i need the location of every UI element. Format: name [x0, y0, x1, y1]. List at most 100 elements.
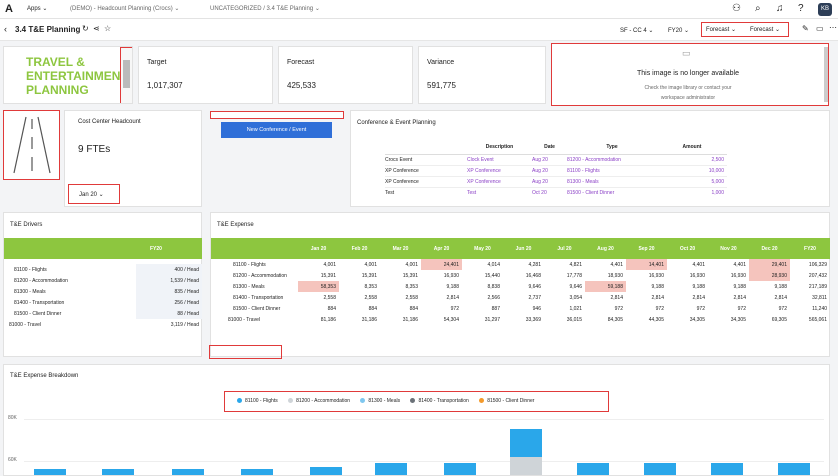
expense-cell[interactable]: 15,391	[361, 272, 377, 279]
expense-cell[interactable]: 884	[327, 305, 336, 312]
expense-cell[interactable]: 44,305	[648, 316, 664, 323]
expense-cell[interactable]: 16,930	[648, 272, 664, 279]
expense-cell[interactable]: 16,468	[525, 272, 541, 279]
expense-cell[interactable]: 2,558	[323, 294, 336, 301]
expense-cell[interactable]: 16,930	[730, 272, 746, 279]
expense-cell[interactable]: 972	[737, 305, 746, 312]
expense-cell[interactable]: 4,821	[569, 261, 582, 268]
expense-cell[interactable]: 14,401	[626, 259, 667, 270]
share-icon[interactable]: ⋖	[93, 24, 100, 33]
expense-cell[interactable]: 34,305	[730, 316, 746, 323]
expense-cell[interactable]: 69,305	[771, 316, 787, 323]
expense-cell[interactable]: 2,814	[774, 294, 787, 301]
expense-cell[interactable]: 4,401	[733, 261, 746, 268]
expense-cell[interactable]: 9,188	[692, 283, 705, 290]
expense-cell[interactable]: 18,930	[607, 272, 623, 279]
expense-cell[interactable]: 4,001	[364, 261, 377, 268]
apps-menu[interactable]: Apps ⌄	[27, 6, 48, 12]
chart-bar[interactable]	[644, 463, 676, 475]
expense-cell[interactable]: 28,930	[749, 270, 790, 281]
expense-cell[interactable]: 8,838	[487, 283, 500, 290]
expense-cell[interactable]: 884	[368, 305, 377, 312]
expense-cell[interactable]: 16,930	[689, 272, 705, 279]
expense-cell[interactable]: 4,401	[692, 261, 705, 268]
expense-cell[interactable]: 4,014	[487, 261, 500, 268]
expense-cell[interactable]: 34,305	[689, 316, 705, 323]
breadcrumb-page[interactable]: UNCATEGORIZED / 3.4 T&E Planning ⌄	[210, 6, 320, 12]
expense-cell[interactable]: 972	[450, 305, 459, 312]
expense-cell[interactable]: 32,811	[812, 294, 827, 301]
expense-cell[interactable]: 565,061	[808, 316, 827, 323]
expense-cell[interactable]: 8,353	[405, 283, 418, 290]
legend-item-transportation[interactable]: 81400 - Transportation	[410, 398, 469, 404]
expense-cell[interactable]: 2,814	[733, 294, 746, 301]
expense-cell[interactable]: 4,001	[405, 261, 418, 268]
legend-item-meals[interactable]: 81300 - Meals	[360, 398, 400, 404]
headcount-period-select[interactable]: Jan 20 ⌄	[68, 184, 120, 204]
chart-bar[interactable]	[510, 457, 542, 475]
expense-cell[interactable]: 2,814	[446, 294, 459, 301]
chart-bar[interactable]	[711, 463, 743, 475]
filter-version-1[interactable]: Forecast ⌄	[706, 27, 737, 33]
scrollbar-thumb[interactable]	[123, 60, 130, 88]
expense-cell[interactable]: 2,814	[610, 294, 623, 301]
expense-cell[interactable]: 972	[614, 305, 623, 312]
title-card-scrollbar[interactable]	[120, 47, 132, 103]
filter-version-2[interactable]: Forecast ⌄	[750, 27, 781, 33]
expense-cell[interactable]: 207,432	[808, 272, 827, 279]
expense-cell[interactable]: 972	[778, 305, 787, 312]
expense-cell[interactable]: 884	[409, 305, 418, 312]
chart-bar[interactable]	[172, 469, 204, 475]
chart-bar[interactable]	[241, 469, 273, 475]
more-icon[interactable]: ⋯	[829, 23, 837, 32]
breadcrumb-model[interactable]: (DEMO) - Headcount Planning (Crocs) ⌄	[70, 6, 180, 12]
expense-cell[interactable]: 36,015	[566, 316, 582, 323]
expense-cell[interactable]: 16,930	[443, 272, 459, 279]
expense-cell[interactable]: 11,240	[812, 305, 827, 312]
expense-cell[interactable]: 217,189	[808, 283, 827, 290]
filter-cost-center[interactable]: SF - CC 4 ⌄	[620, 28, 654, 34]
expense-cell[interactable]: 946	[532, 305, 541, 312]
help-icon[interactable]: ?	[798, 3, 804, 14]
expense-cell[interactable]: 4,401	[610, 261, 623, 268]
expense-cell[interactable]: 31,186	[402, 316, 418, 323]
expense-cell[interactable]: 15,391	[402, 272, 418, 279]
expense-cell[interactable]: 9,646	[528, 283, 541, 290]
expense-cell[interactable]: 15,391	[320, 272, 336, 279]
new-event-button[interactable]: New Conference / Event	[221, 122, 332, 138]
expense-cell[interactable]: 81,186	[320, 316, 336, 323]
expense-cell[interactable]: 1,021	[569, 305, 582, 312]
expense-cell[interactable]: 9,188	[651, 283, 664, 290]
star-icon[interactable]: ☆	[104, 24, 112, 33]
expense-cell[interactable]: 972	[655, 305, 664, 312]
chart-bar[interactable]	[102, 469, 134, 475]
bell-icon[interactable]: ♫	[776, 3, 784, 14]
expense-cell[interactable]: 2,737	[528, 294, 541, 301]
comment-icon[interactable]: ▭	[816, 24, 824, 33]
expense-cell[interactable]: 84,305	[607, 316, 623, 323]
expense-cell[interactable]: 2,558	[364, 294, 377, 301]
legend-item-accommodation[interactable]: 81200 - Accommodation	[288, 398, 350, 404]
image-card-scrollbar[interactable]	[824, 47, 828, 102]
expense-cell[interactable]: 24,401	[421, 259, 462, 270]
expense-cell[interactable]: 4,281	[528, 261, 541, 268]
chart-bar[interactable]	[778, 463, 810, 475]
expense-cell[interactable]: 9,188	[733, 283, 746, 290]
expense-cell[interactable]: 58,353	[298, 281, 339, 292]
expense-cell[interactable]: 15,440	[484, 272, 500, 279]
chart-bar[interactable]	[375, 463, 407, 475]
expense-cell[interactable]: 3,054	[569, 294, 582, 301]
expense-cell[interactable]: 31,186	[361, 316, 377, 323]
expense-cell[interactable]: 17,778	[566, 272, 582, 279]
expense-cell[interactable]: 106,329	[808, 261, 827, 268]
expense-cell[interactable]: 29,401	[749, 259, 790, 270]
chart-bar[interactable]	[577, 463, 609, 475]
people-icon[interactable]: ⚇	[732, 3, 741, 14]
expense-cell[interactable]: 2,558	[405, 294, 418, 301]
refresh-icon[interactable]: ↻	[82, 24, 89, 33]
legend-item-flights[interactable]: 81100 - Flights	[237, 398, 278, 404]
chart-bar[interactable]	[510, 429, 542, 457]
expense-cell[interactable]: 972	[696, 305, 705, 312]
expense-cell[interactable]: 2,566	[487, 294, 500, 301]
avatar[interactable]: KB	[818, 3, 832, 16]
